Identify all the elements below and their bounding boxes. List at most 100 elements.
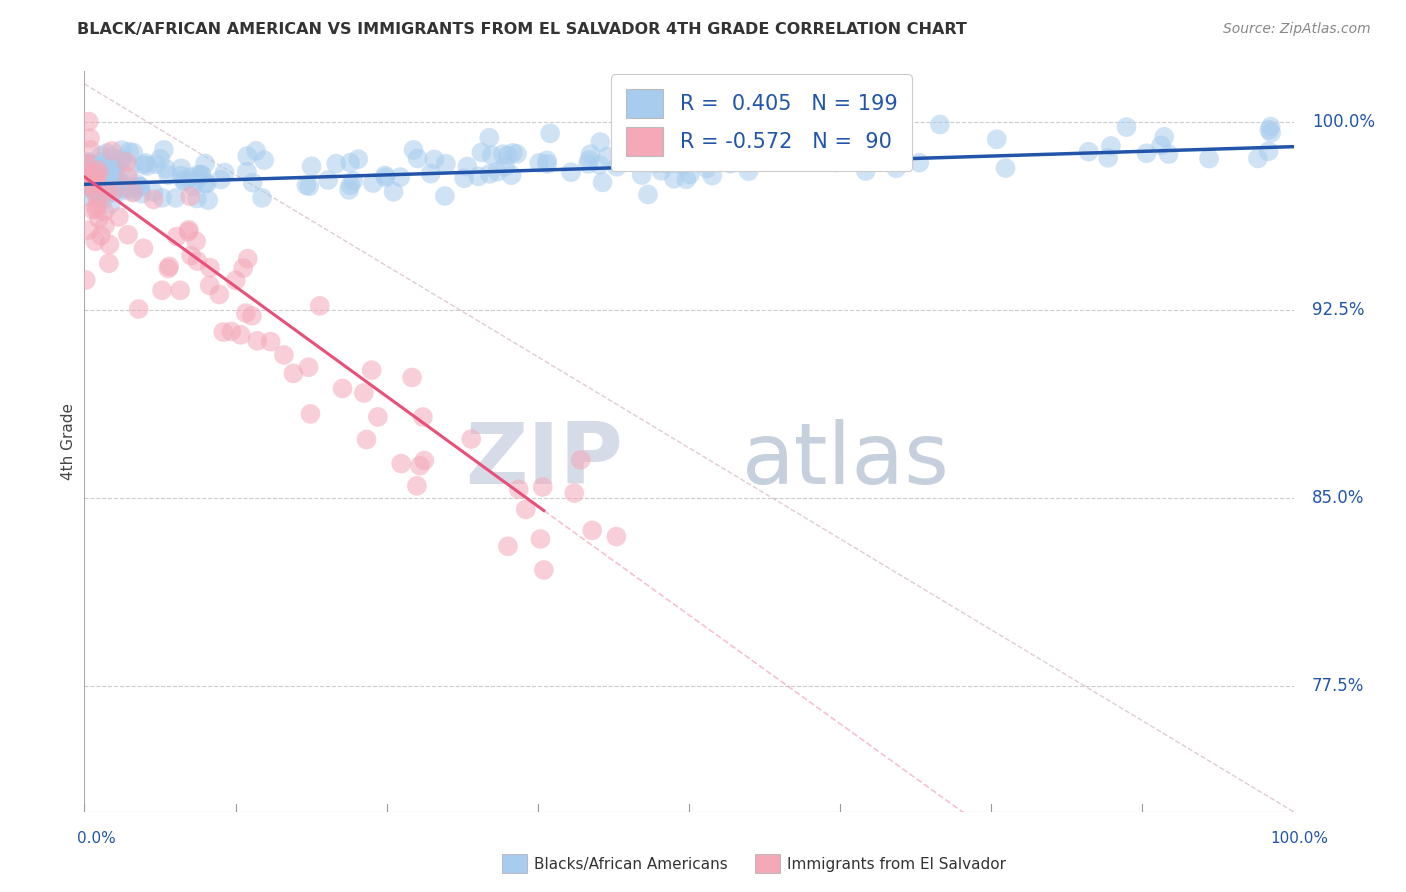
Point [79, 158, 101, 172]
Point [84, 202, 107, 216]
Point [654, 157, 676, 171]
Point [100, 197, 122, 211]
Point [84, 172, 107, 186]
Point [401, 370, 423, 384]
Point [301, 159, 323, 173]
Point [1077, 145, 1099, 159]
Point [180, 249, 202, 263]
Point [179, 169, 201, 184]
Point [740, 145, 762, 160]
Point [121, 180, 143, 194]
Point [118, 145, 141, 159]
Point [142, 193, 165, 207]
Point [406, 479, 429, 493]
Point [73, 180, 96, 194]
Point [186, 192, 208, 206]
Text: BLACK/AFRICAN AMERICAN VS IMMIGRANTS FROM EL SALVADOR 4TH GRADE CORRELATION CHAR: BLACK/AFRICAN AMERICAN VS IMMIGRANTS FRO… [77, 22, 967, 37]
Point [212, 325, 235, 339]
Point [186, 234, 208, 248]
Point [332, 382, 354, 396]
Point [644, 156, 666, 170]
Point [412, 410, 434, 425]
Point [419, 167, 441, 181]
Point [560, 165, 582, 179]
Point [690, 140, 713, 154]
Point [84, 234, 107, 248]
Point [96, 158, 118, 172]
Point [122, 180, 145, 194]
Point [101, 144, 124, 158]
Point [225, 273, 247, 287]
Point [79, 131, 101, 145]
Point [389, 170, 412, 185]
Point [87, 211, 110, 226]
Point [165, 191, 187, 205]
Point [86, 168, 108, 182]
Point [101, 186, 124, 200]
Point [406, 152, 429, 166]
Point [122, 145, 145, 160]
Point [679, 168, 702, 182]
Point [273, 348, 295, 362]
Point [131, 186, 153, 201]
Point [75, 171, 97, 186]
Point [98, 237, 121, 252]
Point [107, 176, 129, 190]
Point [606, 160, 628, 174]
Point [73, 158, 96, 172]
Text: atlas: atlas [742, 419, 950, 502]
Text: 0.0%: 0.0% [77, 830, 117, 846]
Point [508, 482, 530, 496]
Point [409, 458, 432, 473]
Point [236, 164, 259, 178]
Point [413, 453, 436, 467]
Point [132, 241, 155, 255]
Point [177, 223, 200, 237]
Point [929, 118, 952, 132]
Point [82, 167, 104, 181]
Point [339, 155, 361, 169]
Point [734, 144, 756, 158]
Point [675, 172, 697, 186]
Point [434, 157, 457, 171]
Point [589, 135, 612, 149]
Legend: R =  0.405   N = 199, R = -0.572   N =  90: R = 0.405 N = 199, R = -0.572 N = 90 [612, 74, 912, 171]
Point [1257, 145, 1279, 159]
Point [111, 143, 134, 157]
Point [214, 165, 236, 179]
Point [87, 169, 110, 184]
Point [170, 161, 193, 176]
Point [614, 146, 637, 161]
Point [110, 152, 132, 166]
Point [283, 367, 305, 381]
Point [596, 149, 619, 163]
Point [122, 186, 145, 200]
Point [149, 152, 172, 166]
Point [77, 155, 100, 169]
Point [84, 170, 107, 185]
Text: 85.0%: 85.0% [1312, 489, 1364, 507]
Point [103, 159, 125, 173]
Point [374, 170, 396, 185]
Point [75, 158, 97, 172]
Point [82, 178, 104, 193]
Point [117, 227, 139, 242]
Point [506, 147, 529, 161]
Point [169, 284, 191, 298]
Point [76, 166, 98, 180]
Point [536, 157, 558, 171]
Point [136, 159, 159, 173]
Point [89, 172, 111, 186]
Point [104, 178, 127, 192]
Point [986, 132, 1008, 146]
Point [529, 155, 551, 169]
Point [79, 190, 101, 204]
Point [581, 524, 603, 538]
Point [453, 171, 475, 186]
Point [90, 155, 112, 169]
Point [486, 165, 509, 179]
Point [460, 432, 482, 446]
Point [82, 202, 104, 217]
Point [79, 143, 101, 157]
Point [87, 166, 110, 180]
